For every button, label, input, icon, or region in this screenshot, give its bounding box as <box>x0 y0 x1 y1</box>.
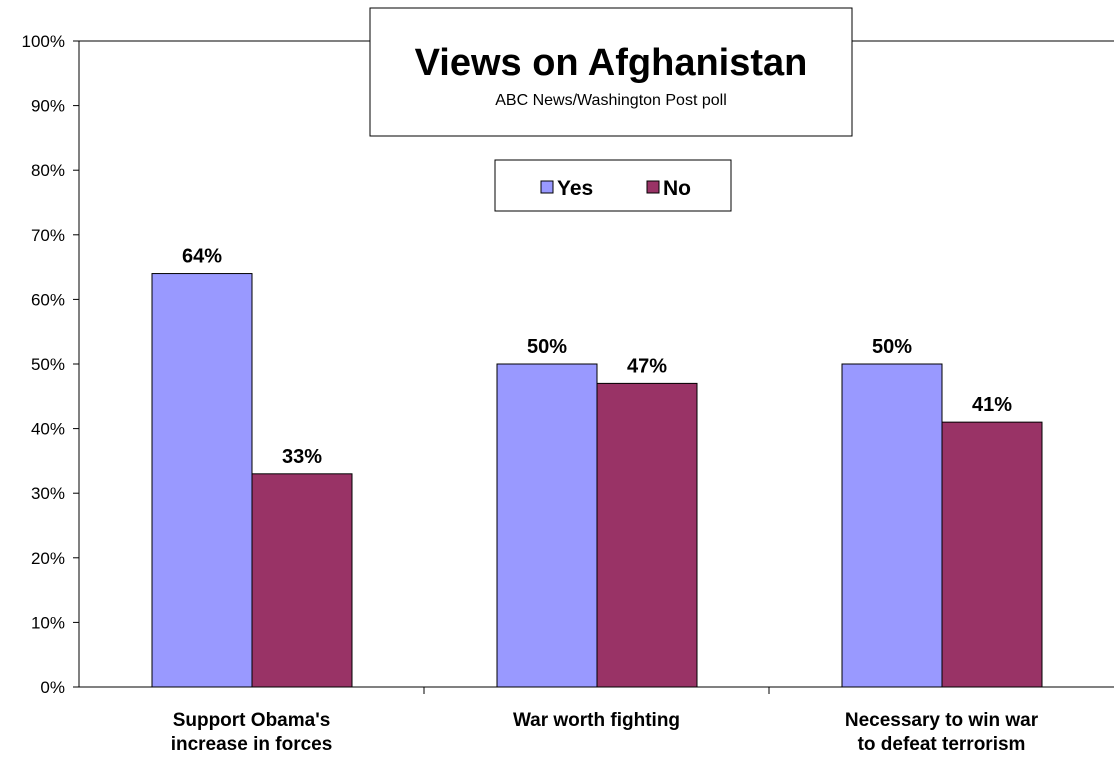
y-tick-label: 40% <box>31 420 65 439</box>
bar-yes-1 <box>151 273 253 688</box>
data-label-yes-3: 50% <box>872 336 912 358</box>
data-label-no-3: 41% <box>972 394 1012 416</box>
y-tick-label: 60% <box>31 290 65 309</box>
data-labels: 64% 33% 50% 47% 50% 41% <box>182 246 1012 468</box>
y-tick-label: 20% <box>31 549 65 568</box>
y-tick-label: 10% <box>31 613 65 632</box>
legend-label-yes: Yes <box>557 177 593 200</box>
bars <box>151 273 1043 688</box>
x-category-label: War worth fighting <box>513 710 680 731</box>
bar-no-1 <box>251 473 353 688</box>
bar-no-2 <box>596 382 698 688</box>
y-tick-label: 80% <box>31 161 65 180</box>
data-label-yes-1: 64% <box>182 246 222 268</box>
y-tick-label: 100% <box>22 32 65 51</box>
title-box: Views on Afghanistan ABC News/Washington… <box>369 7 853 137</box>
y-tick-label: 90% <box>31 97 65 116</box>
data-label-yes-2: 50% <box>527 336 567 358</box>
legend-label-no: No <box>663 177 691 200</box>
data-label-no-1: 33% <box>282 446 322 468</box>
x-category-label: to defeat terrorism <box>858 734 1026 755</box>
bar-yes-2 <box>496 363 598 688</box>
legend-swatch-no <box>646 180 660 194</box>
chart-subtitle: ABC News/Washington Post poll <box>495 92 727 109</box>
legend-swatch-yes <box>540 180 554 194</box>
y-axis: 0% 10% 20% 30% 40% 50% 60% 70% 80% 90% 100% <box>22 32 1114 697</box>
x-category-label: increase in forces <box>171 734 333 755</box>
x-category-label: Support Obama's <box>173 710 331 731</box>
bar-yes-3 <box>841 363 943 688</box>
y-tick-label: 70% <box>31 226 65 245</box>
y-tick-label: 50% <box>31 355 65 374</box>
x-axis: Support Obama's increase in forces War wor… <box>79 686 1114 755</box>
y-tick-label: 0% <box>40 678 65 697</box>
y-tick-label: 30% <box>31 484 65 503</box>
x-category-label: Necessary to win war <box>845 710 1039 731</box>
chart-title: Views on Afghanistan <box>415 42 808 84</box>
data-label-no-2: 47% <box>627 355 667 377</box>
bar-no-3 <box>941 421 1043 688</box>
legend: Yes No <box>494 159 732 212</box>
